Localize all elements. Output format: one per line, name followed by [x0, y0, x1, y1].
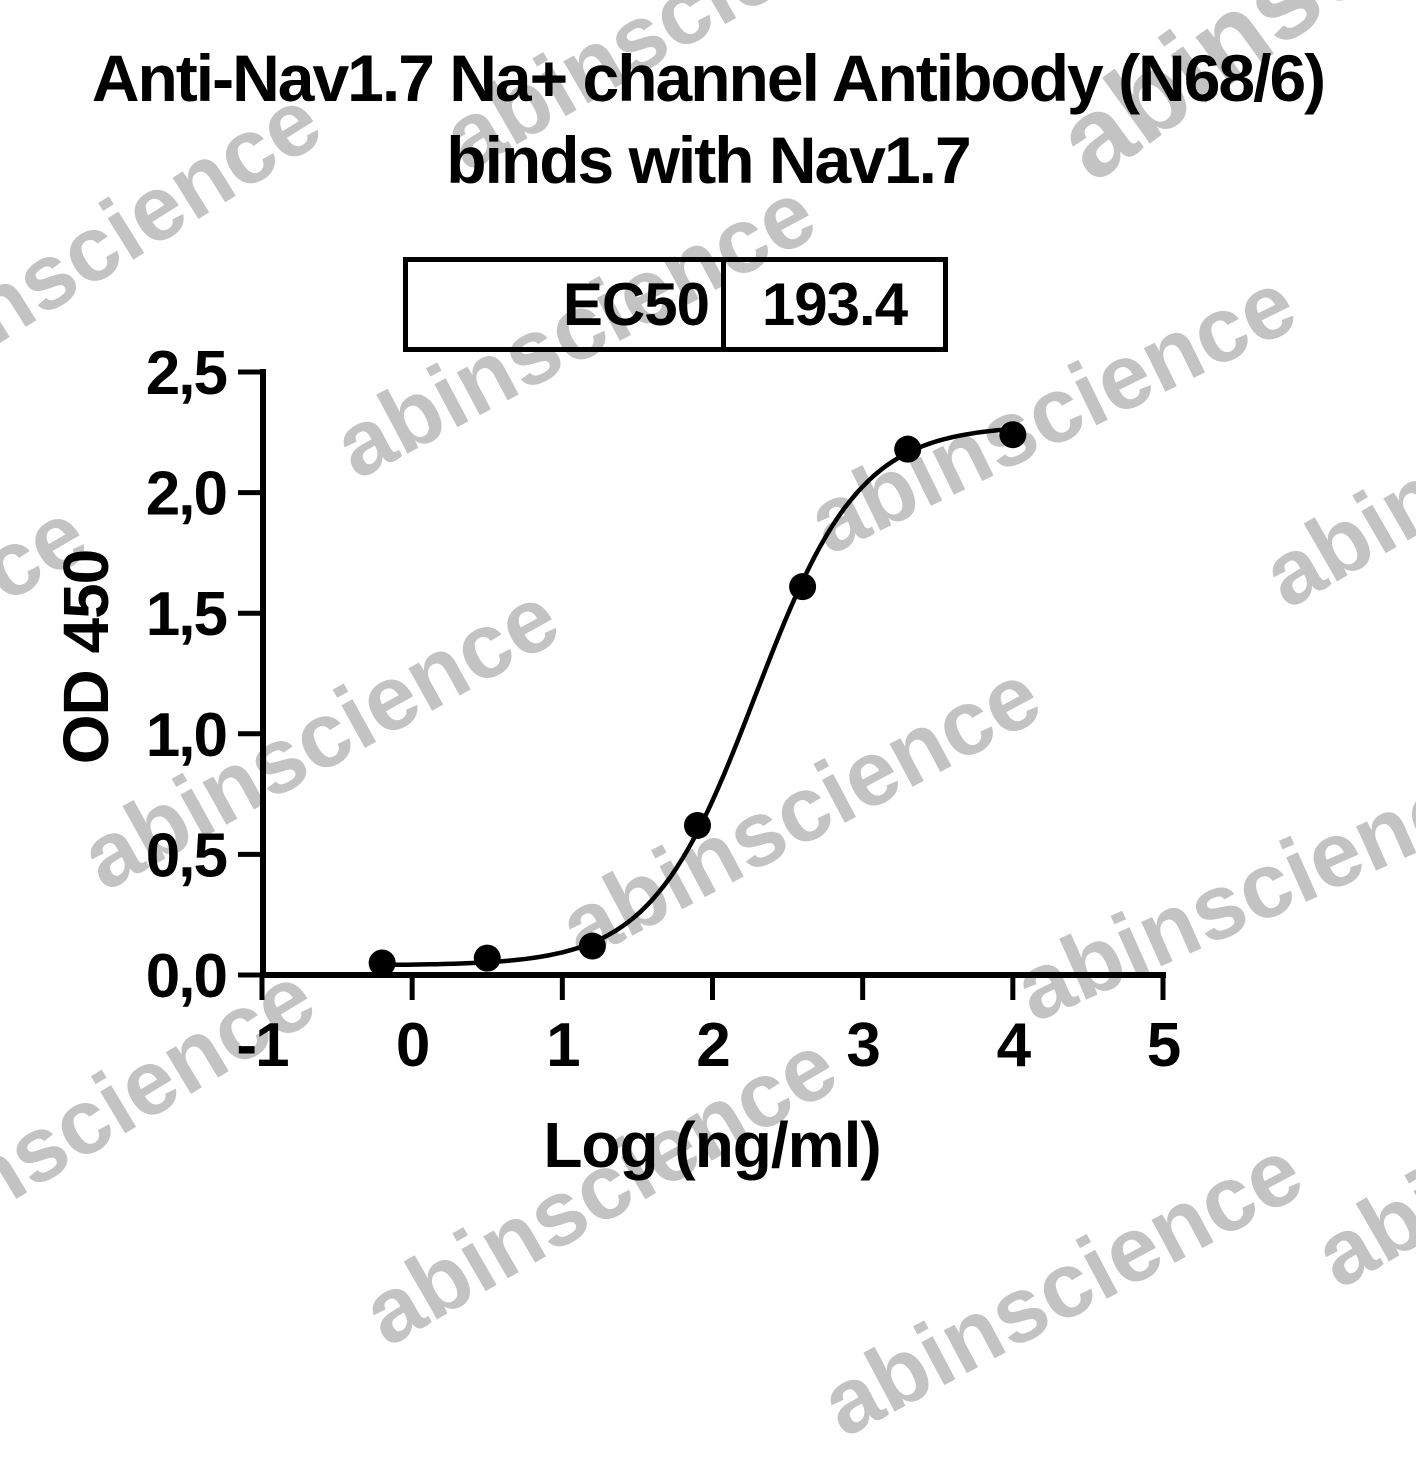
data-point	[578, 932, 606, 960]
x-tick-label: 5	[1147, 1011, 1180, 1080]
ec50-value-cell: 193.4	[761, 271, 908, 338]
data-point	[683, 811, 711, 839]
y-tick-label: 0,0	[146, 942, 226, 1011]
plot-area: 0,0 0,5 1,0 1,5 2,0 2,5 -1 0 1 2 3 4 5	[146, 339, 1182, 1080]
data-points	[368, 421, 1027, 977]
y-tick-label: 0,5	[146, 821, 227, 890]
y-axis-ticks	[238, 369, 260, 978]
y-tick-label: 1,5	[146, 580, 227, 649]
curve-group	[382, 426, 1013, 968]
chart-title-line2: binds with Nav1.7	[446, 122, 971, 197]
ec50-label-cell: EC50	[408, 262, 726, 347]
y-tick-labels: 0,0 0,5 1,0 1,5 2,0 2,5	[146, 339, 229, 1011]
y-tick-label: 2,5	[146, 339, 227, 408]
data-point	[368, 949, 396, 977]
x-tick-label: -1	[236, 1011, 288, 1080]
x-tick-label: 0	[396, 1011, 428, 1080]
data-point	[894, 435, 922, 463]
x-tick-label: 4	[997, 1011, 1032, 1080]
y-axis-title: OD 450	[50, 549, 122, 765]
x-tick-label: 2	[696, 1011, 728, 1080]
data-point	[789, 573, 817, 601]
x-tick-label: 1	[546, 1011, 579, 1080]
x-axis-ticks	[259, 975, 1166, 1000]
chart-title: Anti-Nav1.7 Na+ channel Antibody (N68/6)…	[0, 38, 1416, 202]
fit-curve	[382, 426, 1013, 968]
ec50-table: EC50 193.4	[403, 257, 948, 352]
data-point	[999, 421, 1027, 449]
x-tick-label: 3	[846, 1011, 879, 1080]
chart-title-line1: Anti-Nav1.7 Na+ channel Antibody (N68/6)	[91, 41, 1326, 115]
y-tick-label: 1,0	[146, 701, 226, 770]
data-point	[473, 944, 501, 972]
axes	[260, 369, 1166, 978]
y-tick-label: 2,0	[146, 460, 226, 529]
x-axis-title: Log (ng/ml)	[543, 1109, 881, 1181]
x-tick-labels: -1 0 1 2 3 4 5	[236, 1011, 1181, 1080]
